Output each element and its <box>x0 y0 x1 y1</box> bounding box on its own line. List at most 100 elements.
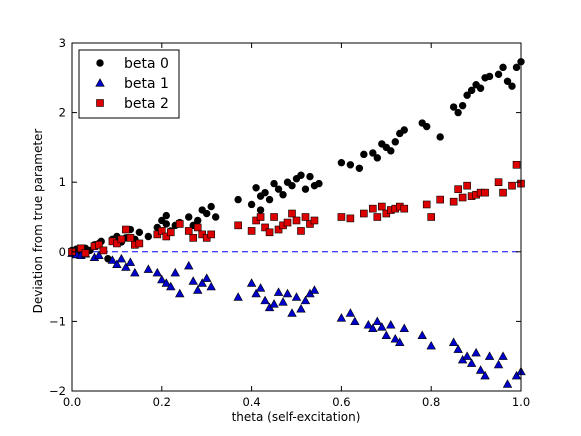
y-tick-label: 1 <box>59 175 66 189</box>
data-point <box>336 313 347 322</box>
data-point <box>467 86 476 95</box>
data-point <box>484 351 495 360</box>
data-point <box>116 253 127 263</box>
data-point <box>288 181 296 190</box>
data-point <box>475 365 486 374</box>
data-point <box>113 239 121 248</box>
data-point <box>485 72 494 81</box>
data-point <box>512 161 521 169</box>
data-point <box>350 316 360 326</box>
data-point <box>454 185 462 193</box>
data-point <box>185 213 193 221</box>
data-point <box>360 150 368 159</box>
data-point <box>369 149 377 157</box>
data-point <box>112 259 122 268</box>
data-point <box>194 216 202 225</box>
data-point <box>161 278 171 287</box>
data-point <box>184 227 193 235</box>
data-point <box>297 171 305 179</box>
data-point <box>363 320 374 329</box>
data-point <box>463 181 471 190</box>
data-point <box>117 235 126 244</box>
data-point <box>400 204 409 213</box>
data-point <box>107 255 118 264</box>
data-point <box>291 292 302 301</box>
data-point <box>372 316 383 326</box>
data-point <box>157 274 167 284</box>
data-point <box>493 359 504 369</box>
data-point <box>126 234 135 242</box>
data-point <box>306 172 314 181</box>
x-axis-label: theta (self-excitation) <box>232 410 361 424</box>
data-point <box>287 308 297 317</box>
y-tick-label: 3 <box>59 36 66 50</box>
data-point <box>502 379 513 388</box>
data-point <box>494 178 503 186</box>
data-point <box>315 179 323 188</box>
data-point <box>499 188 507 197</box>
data-point <box>499 63 507 72</box>
data-point <box>423 122 431 131</box>
data-point <box>454 108 462 117</box>
data-point <box>462 351 472 360</box>
data-point <box>373 154 382 162</box>
data-point <box>498 351 508 360</box>
data-point <box>301 213 310 221</box>
data-point <box>368 323 378 333</box>
data-point <box>184 260 194 270</box>
data-point <box>449 103 458 111</box>
data-point <box>458 101 467 110</box>
y-tick-label: −1 <box>49 314 66 328</box>
data-point <box>378 202 386 211</box>
x-tick-label: 0.8 <box>422 395 440 409</box>
y-tick-label: −2 <box>49 384 66 398</box>
data-point <box>387 147 395 155</box>
data-point <box>247 200 256 209</box>
data-point <box>386 320 396 329</box>
data-point <box>188 276 198 285</box>
data-point <box>476 84 485 92</box>
data-point <box>292 216 301 225</box>
data-point <box>252 184 260 192</box>
x-tick-label: 0.4 <box>242 395 260 409</box>
data-point <box>463 91 471 99</box>
data-point <box>256 213 265 221</box>
data-point <box>337 213 346 221</box>
data-point <box>197 278 207 287</box>
data-point <box>206 281 216 291</box>
data-point <box>282 288 293 298</box>
data-point <box>135 228 144 237</box>
data-point <box>234 221 242 230</box>
data-point <box>466 358 477 367</box>
data-point <box>246 278 257 287</box>
data-point <box>278 297 288 306</box>
data-point <box>399 323 409 333</box>
data-point <box>288 209 296 218</box>
data-point <box>337 159 346 167</box>
data-point <box>346 161 355 169</box>
data-point <box>265 195 274 204</box>
data-point <box>381 330 392 339</box>
data-point <box>261 223 269 232</box>
data-point <box>436 195 444 204</box>
data-point <box>369 204 377 213</box>
data-point <box>453 344 463 353</box>
x-tick-label: 1.0 <box>512 395 530 409</box>
data-point <box>391 138 399 146</box>
data-point <box>261 188 269 197</box>
data-point <box>301 185 310 193</box>
data-point <box>135 239 144 248</box>
data-point <box>251 288 261 298</box>
data-point <box>162 211 170 220</box>
data-point <box>273 287 284 296</box>
data-point <box>144 232 153 241</box>
data-point <box>373 213 382 221</box>
data-point <box>279 191 287 199</box>
data-point <box>255 283 266 292</box>
data-point <box>166 228 175 237</box>
data-point <box>300 295 311 305</box>
data-point <box>503 77 512 85</box>
data-point <box>310 216 319 225</box>
data-point <box>427 213 436 221</box>
